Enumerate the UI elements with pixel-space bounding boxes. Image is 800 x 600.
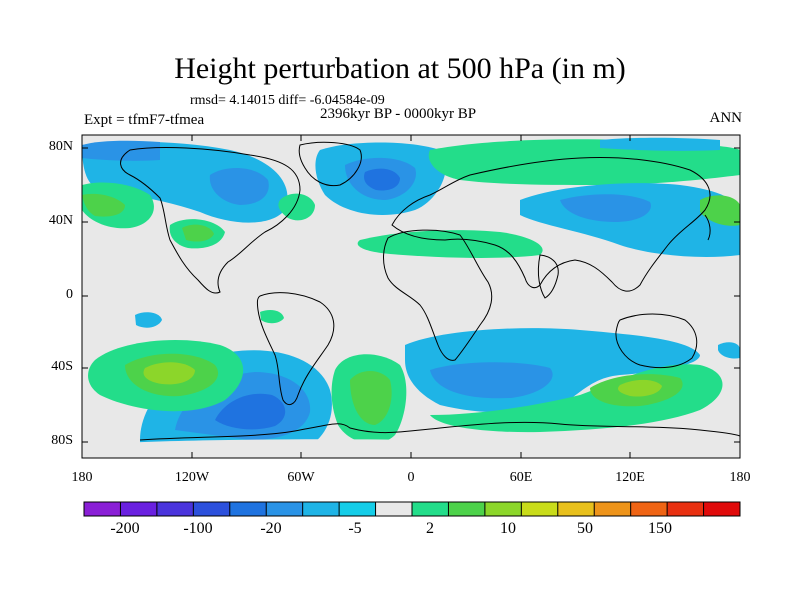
contour-negative-indian-ocean-inner [430, 362, 553, 399]
contour-positive-pacific-west-inner [82, 193, 125, 217]
stats-text: rmsd= 4.14015 diff= -6.04584e-09 [190, 93, 385, 108]
coastline-africa [383, 229, 493, 361]
colorbar-swatch [120, 502, 158, 516]
coastline-japan [704, 214, 711, 241]
lat-label-0: 0 [66, 287, 73, 302]
lon-label-180e: 180 [729, 470, 751, 485]
colorbar-label-7: 50 [577, 520, 593, 537]
lat-label-40n: 40N [48, 213, 73, 228]
contour-positive-subtropics [357, 230, 543, 258]
contour-negative-south-pacific-core [215, 393, 286, 430]
coastline-south-america [256, 292, 335, 406]
contour-positive-south-pacific-core [143, 362, 195, 385]
colorbar-swatch [193, 502, 231, 516]
contour-field [82, 135, 740, 458]
season-label: ANN [709, 110, 743, 126]
contour-negative-arctic-east [600, 137, 720, 151]
lat-label-40s: 40S [51, 359, 73, 374]
contour-negative-antarctica [82, 435, 740, 458]
colorbar-swatch [375, 502, 413, 516]
contour-positive-east-asia [700, 195, 740, 226]
lon-label-120w: 120W [174, 470, 210, 485]
lat-label-80n: 80N [48, 139, 73, 154]
colorbar-swatch [302, 502, 340, 516]
colorbar-swatch [484, 502, 522, 516]
contour-negative-tropics-east [718, 342, 740, 359]
experiment-label: Expt = tfmF7-tfmea [84, 112, 205, 128]
lon-label-0: 0 [407, 470, 415, 485]
coastline-australia [615, 313, 698, 369]
coastline-eurasia [391, 157, 711, 292]
lon-label-60e: 60E [509, 470, 533, 485]
coastline-north-america [120, 147, 301, 294]
lon-label-180w: 180 [71, 470, 93, 485]
axis-ticks [82, 135, 740, 458]
contour-positive-north-atlantic [278, 193, 315, 221]
colorbar-swatch [594, 502, 632, 516]
lon-label-120e: 120E [615, 470, 645, 485]
colorbar-swatch [667, 502, 705, 516]
colorbar-swatch [266, 502, 304, 516]
contour-positive-southern-ocean-core [618, 379, 662, 397]
contour-positive-south-atlantic-inner [350, 371, 392, 425]
colorbar-swatch [339, 502, 377, 516]
colorbar-swatch [521, 502, 559, 516]
colorbar-swatch [156, 502, 194, 516]
colorbar-label-2: -100 [183, 520, 213, 537]
colorbar-label-3: -20 [260, 520, 282, 537]
colorbar-swatch [412, 502, 449, 516]
colorbar-label-4: -5 [348, 520, 362, 537]
coastline-india [537, 254, 559, 299]
colorbar-swatch [84, 502, 121, 516]
contour-negative-north-pacific-inner [560, 194, 651, 222]
plot-title: Height perturbation at 500 hPa (in m) [174, 52, 626, 85]
coastline-antarctica [139, 421, 740, 441]
period-label: 2396kyr BP - 0000kyr BP [320, 106, 477, 122]
contour-negative-north-america-inner [209, 168, 269, 205]
colorbar-label-8: 150 [648, 520, 672, 537]
colorbar-swatch [630, 502, 668, 516]
colorbar [83, 501, 741, 517]
colorbar-frame [83, 501, 741, 517]
colorbar-swatch [229, 502, 267, 516]
contour-negative-north-atlantic-core [364, 168, 400, 191]
colorbar-label-1: -200 [110, 520, 140, 537]
coastlines [120, 141, 740, 441]
contour-positive-asia [428, 139, 740, 185]
colorbar-label-5: 2 [426, 520, 434, 537]
colorbar-swatch [557, 502, 595, 516]
contour-positive-north-america-inner [182, 224, 214, 242]
lat-label-80s: 80S [51, 433, 73, 448]
colorbar-swatch [448, 502, 486, 516]
colorbar-swatch [703, 502, 741, 516]
contour-negative-tropics-pacific [135, 312, 162, 328]
contour-positive-tropics-indian [260, 310, 284, 324]
lon-label-60w: 60W [287, 470, 315, 485]
contour-negative-arctic [82, 140, 160, 161]
colorbar-label-6: 10 [500, 520, 516, 537]
coastline-greenland [298, 141, 362, 187]
